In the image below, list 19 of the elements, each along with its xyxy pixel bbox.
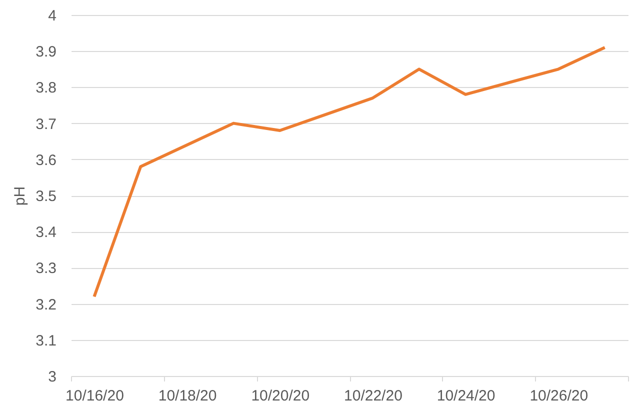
x-tick-label: 10/16/20 — [66, 388, 124, 404]
y-axis-title: pH — [12, 186, 28, 206]
y-tick-label: 3.1 — [36, 332, 56, 350]
y-tick-label: 3.4 — [36, 224, 56, 242]
x-tick-label: 10/18/20 — [158, 388, 217, 404]
line-series — [92, 46, 606, 298]
y-tick-label: 3.5 — [36, 188, 56, 205]
y-tick-label: 4 — [48, 8, 56, 24]
y-tick-label: 3.9 — [36, 44, 56, 61]
x-tick-label: 10/26/20 — [530, 388, 588, 404]
y-tick-label: 3.2 — [36, 296, 56, 314]
y-tick-label: 3.8 — [36, 80, 56, 97]
x-tick-label: 10/22/20 — [344, 388, 402, 404]
y-tick-label: 3 — [48, 368, 56, 386]
x-tick-label: 10/24/20 — [436, 388, 496, 404]
x-tick-label: 10/20/20 — [251, 388, 310, 404]
y-tick-label: 3.3 — [36, 260, 56, 278]
y-tick-label: 3.7 — [36, 116, 56, 133]
y-tick-label: 3.6 — [36, 152, 56, 169]
